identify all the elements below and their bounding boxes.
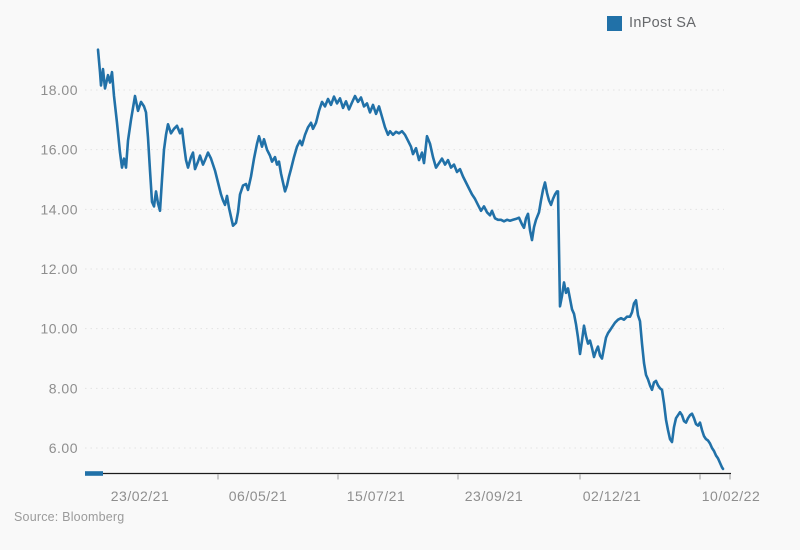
y-axis-label: 14.00 (40, 201, 78, 217)
y-axis-label: 10.00 (40, 321, 78, 337)
y-axis-label: 6.00 (49, 440, 78, 456)
y-axis-label: 12.00 (40, 261, 78, 277)
x-axis-label: 06/05/21 (229, 488, 288, 504)
y-axis-label: 8.00 (49, 380, 78, 396)
x-axis-label: 23/09/21 (465, 488, 524, 504)
source-note: Source: Bloomberg (14, 510, 125, 524)
legend: InPost SA (607, 15, 696, 31)
x-axis-label: 10/02/22 (702, 488, 761, 504)
x-axis-label: 15/07/21 (347, 488, 406, 504)
x-axis-label: 02/12/21 (583, 488, 642, 504)
y-axis-label: 16.00 (40, 142, 78, 158)
x-axis-label: 23/02/21 (111, 488, 170, 504)
price-line (96, 48, 725, 471)
legend-swatch-icon (607, 15, 622, 31)
baseline-marker (85, 471, 103, 476)
legend-label: InPost SA (629, 15, 697, 31)
y-axis-label: 18.00 (40, 82, 78, 98)
